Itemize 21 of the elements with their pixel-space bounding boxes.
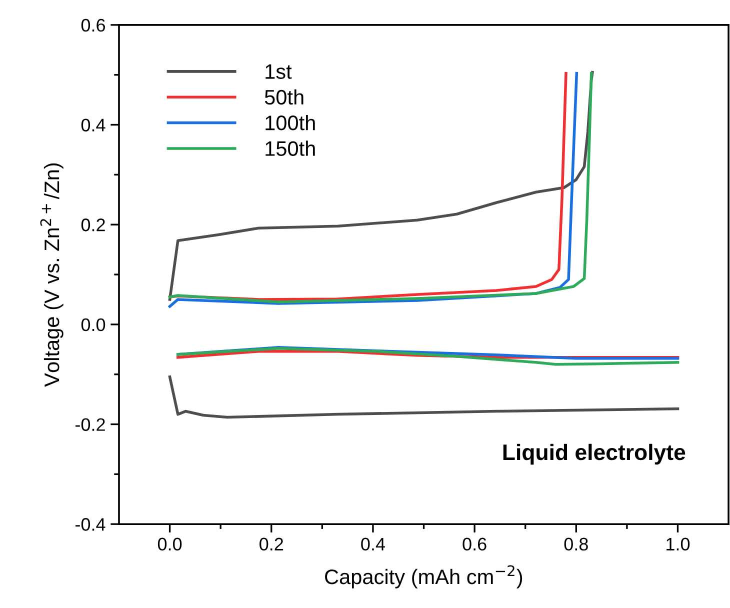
y-tick-label: 0.0	[81, 318, 106, 332]
x-axis-title: Capacity (mAh cm$^{−2}$)	[325, 565, 522, 588]
y-tick-label: 0.4	[81, 118, 106, 132]
y-tick-label: 0.2	[81, 218, 105, 232]
y-tick-label: 0.6	[81, 18, 106, 32]
x-tick-label: 0.6	[462, 538, 486, 551]
legend-label: 100th	[266, 114, 315, 130]
x-tick-label: 0.2	[260, 538, 284, 551]
y-tick-label: -0.2	[75, 418, 105, 431]
y-axis-title: Voltage (V vs. Zn$^{2+}$/Zn)	[40, 163, 64, 387]
annotation: Liquid electrolyte	[503, 444, 686, 465]
legend-label: 50th	[264, 89, 304, 105]
x-tick-label: 0.8	[564, 538, 588, 551]
legend-label: 150th	[266, 140, 315, 156]
line-series	[168, 375, 680, 419]
line-series	[176, 347, 680, 366]
x-tick-label: 0.0	[158, 538, 182, 551]
x-tick-label: 1.0	[666, 538, 690, 551]
y-tick-label: -0.4	[75, 518, 106, 531]
x-tick-label: 0.4	[361, 538, 385, 551]
legend-label: 1st	[266, 64, 292, 79]
